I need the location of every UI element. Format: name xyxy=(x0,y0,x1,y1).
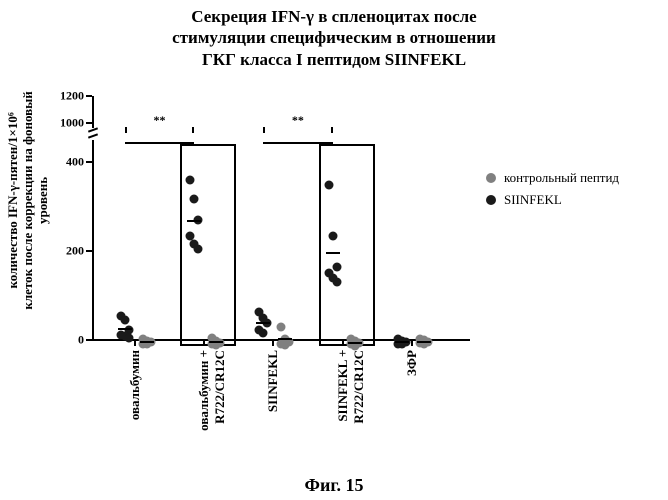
legend-label: SIINFEKL xyxy=(504,192,562,208)
significance-bracket: ** xyxy=(263,127,332,144)
y-axis-label: количество IFN-γ-пятен/1×10⁶ клеток посл… xyxy=(8,60,48,340)
data-point xyxy=(259,329,268,338)
y-tick-label: 1200 xyxy=(60,89,84,104)
data-point xyxy=(277,322,286,331)
mean-line xyxy=(326,252,340,254)
y-tick-label: 0 xyxy=(78,333,84,348)
legend-swatch xyxy=(486,195,496,205)
legend-swatch xyxy=(486,173,496,183)
mean-line xyxy=(209,341,223,343)
x-category-label: SIINFEKL xyxy=(265,350,281,412)
mean-line xyxy=(256,322,270,324)
data-point xyxy=(186,231,195,240)
title-line: ГКГ класса I пептидом SIINFEKL xyxy=(202,50,466,69)
legend-item-siinfekl: SIINFEKL xyxy=(486,192,619,208)
x-category-label: овальбумин xyxy=(127,350,143,420)
data-point xyxy=(332,262,341,271)
title-line: стимуляции специфическим в отношении xyxy=(172,28,496,47)
chart-title: Секреция IFN-γ в спленоцитах после стиму… xyxy=(0,6,668,70)
data-point xyxy=(194,244,203,253)
mean-line xyxy=(118,328,132,330)
data-point xyxy=(120,316,129,325)
mean-line xyxy=(187,220,201,222)
y-tick-label: 200 xyxy=(66,244,84,259)
mean-line xyxy=(417,341,431,343)
mean-line xyxy=(348,342,362,344)
legend: контрольный пептид SIINFEKL xyxy=(486,170,619,214)
mean-line xyxy=(395,341,409,343)
data-point xyxy=(281,341,290,350)
data-point xyxy=(190,194,199,203)
mean-line xyxy=(140,341,154,343)
legend-label: контрольный пептид xyxy=(504,170,619,186)
x-category-label: ЗФР xyxy=(404,350,420,376)
figure-label: Фиг. 15 xyxy=(0,475,668,496)
legend-item-control: контрольный пептид xyxy=(486,170,619,186)
data-point xyxy=(324,181,333,190)
mean-line xyxy=(278,338,292,340)
title-line: Секреция IFN-γ в спленоцитах после xyxy=(191,7,476,26)
data-point xyxy=(124,333,133,342)
data-point xyxy=(328,231,337,240)
data-point xyxy=(186,176,195,185)
x-category-label: SIINFEKL +R722/CR12C xyxy=(335,350,367,424)
significance-bracket: ** xyxy=(125,127,194,144)
data-point xyxy=(332,278,341,287)
highlight-box xyxy=(319,144,375,346)
plot-area: 020040010001200овальбуминовальбумин +R72… xyxy=(92,96,470,340)
x-category-label: овальбумин +R722/CR12C xyxy=(196,350,228,431)
y-tick-label: 400 xyxy=(66,155,84,170)
y-tick-label: 1000 xyxy=(60,116,84,131)
